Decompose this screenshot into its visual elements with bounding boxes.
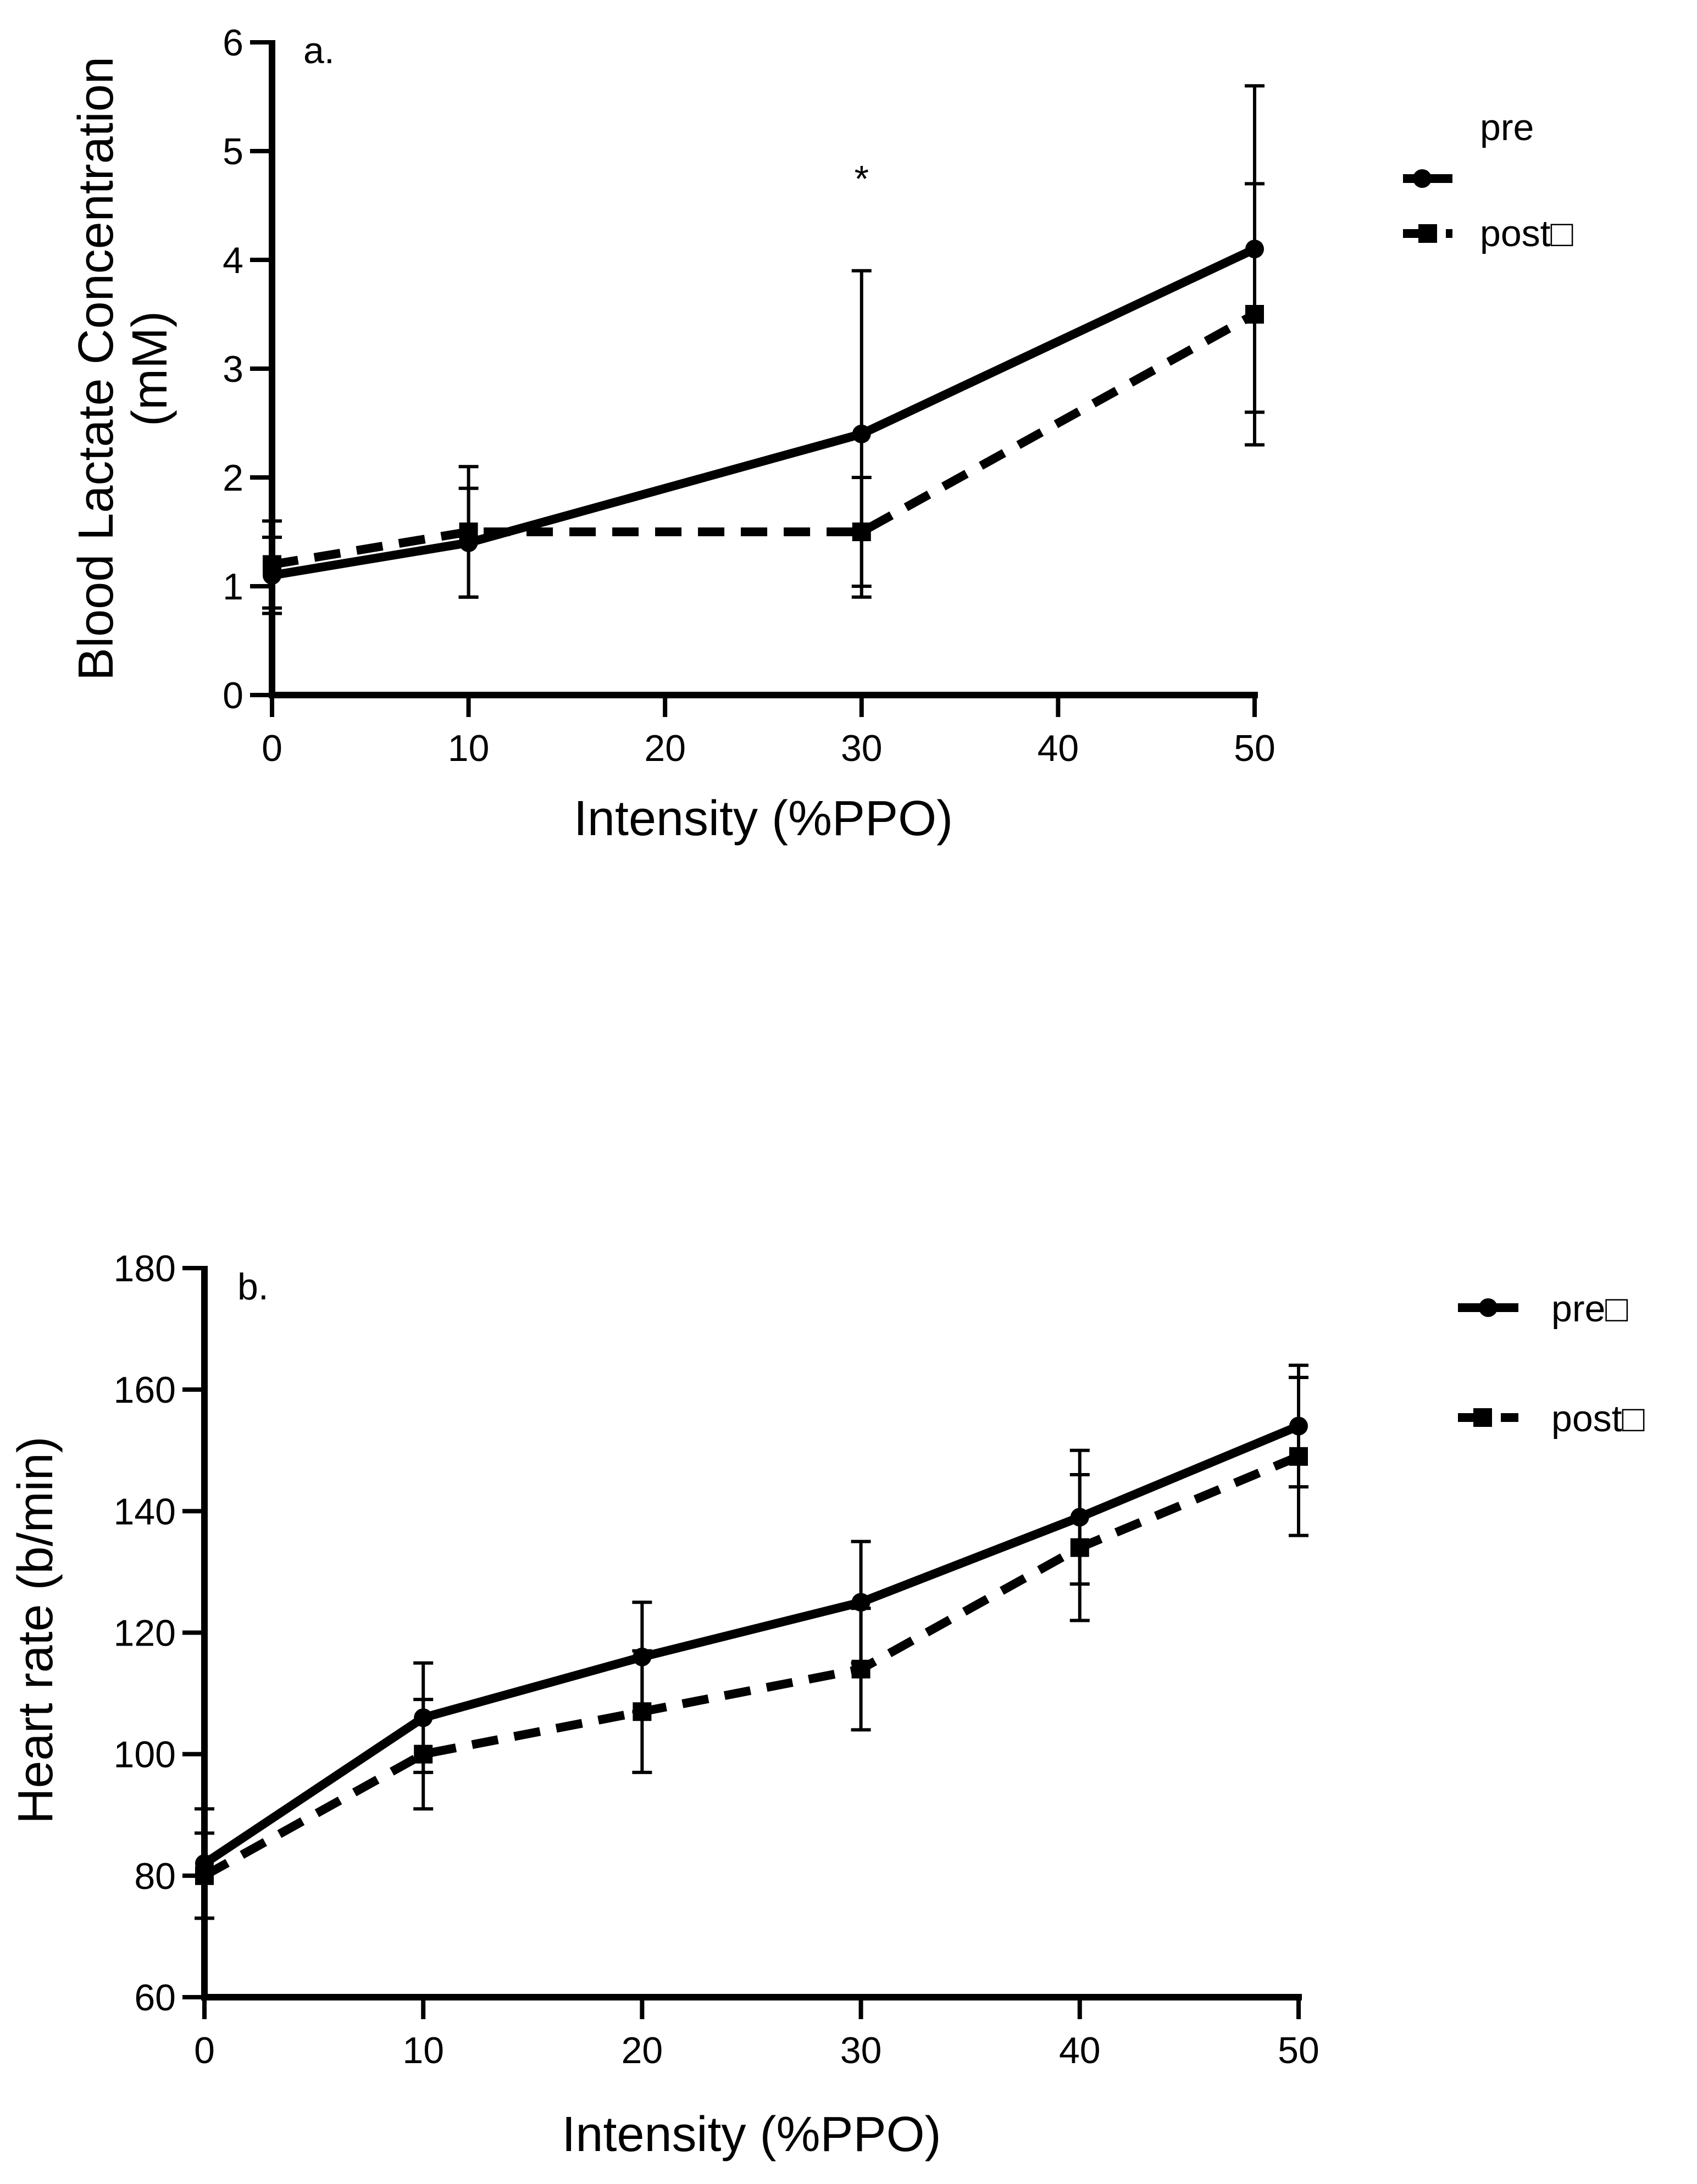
chart-b-x-tick-label: 30 bbox=[840, 2030, 882, 2071]
chart-b-series-post-point bbox=[414, 1744, 433, 1764]
chart-b-series-post-point bbox=[633, 1702, 652, 1721]
chart-b-legend-pre-marker bbox=[1479, 1298, 1498, 1317]
chart-a-y-tick-label: 5 bbox=[223, 131, 243, 173]
chart-b-series-post-point bbox=[1289, 1447, 1308, 1466]
chart-a-y-tick-label: 6 bbox=[223, 22, 243, 64]
chart-b-series-post-point bbox=[851, 1659, 870, 1679]
chart-b-panel-label: b. bbox=[237, 1266, 269, 1308]
chart-b-x-tick-label: 50 bbox=[1278, 2030, 1319, 2071]
chart-a-x-tick-label: 10 bbox=[448, 727, 490, 769]
chart-b-legend-post-marker bbox=[1473, 1408, 1492, 1427]
chart-b-y-tick-label: 100 bbox=[114, 1734, 176, 1776]
chart-b-y-axis-title: Heart rate (b/min) bbox=[8, 1436, 63, 1824]
chart-a-series-post-point bbox=[263, 555, 281, 574]
chart-b-heart-rate: 60 80 100 120 140 160 180 0 10 20 30 40 50 Intensity … bbox=[8, 1248, 1645, 2162]
chart-b-series-post-point bbox=[1070, 1538, 1089, 1557]
chart-b-series-post-line bbox=[202, 1452, 1301, 1880]
chart-a-y-tick-label: 2 bbox=[223, 457, 243, 499]
chart-b-x-tick-label: 10 bbox=[402, 2030, 444, 2071]
chart-a-series-post-point bbox=[1245, 305, 1264, 324]
chart-b-series-pre-line bbox=[202, 1422, 1301, 1868]
chart-a-y-axis-title: Blood Lactate Concentration(mM) bbox=[69, 57, 178, 681]
chart-b-x-tick-label: 0 bbox=[194, 2030, 215, 2071]
chart-a-series-post-point bbox=[852, 523, 871, 541]
chart-b-y-tick-label: 180 bbox=[114, 1248, 176, 1290]
chart-a-legend-pre-marker bbox=[1413, 169, 1432, 188]
chart-b-y-tick-label: 160 bbox=[114, 1369, 176, 1411]
chart-a-annotation: * bbox=[855, 158, 869, 200]
chart-a-series-post bbox=[262, 182, 1265, 610]
chart-a-legend-pre-label: pre bbox=[1480, 107, 1534, 148]
chart-a-legend-pre: pre bbox=[1403, 107, 1534, 188]
chart-a-series-post-line bbox=[271, 310, 1257, 569]
chart-b-y-tick-label: 140 bbox=[114, 1491, 176, 1532]
chart-b-x-tick-label: 40 bbox=[1059, 2030, 1101, 2071]
chart-a-y-axis-title-line: Blood Lactate Concentration bbox=[69, 57, 124, 681]
chart-b-series-post bbox=[195, 1376, 1308, 1920]
chart-b-legend-post-label: post□ bbox=[1551, 1398, 1645, 1440]
chart-a-blood-lactate: 0 1 2 3 4 5 6 0 10 20 30 40 50 Intensity (%PPO) Blood … bbox=[69, 22, 1573, 846]
chart-b-y-axis-title-line: Heart rate (b/min) bbox=[8, 1436, 63, 1824]
chart-b-x-tick-label: 20 bbox=[622, 2030, 663, 2071]
chart-a-legend-post-label: post□ bbox=[1480, 213, 1573, 254]
chart-a-legend-post: post□ bbox=[1403, 213, 1573, 254]
chart-a-x-tick-label: 40 bbox=[1038, 727, 1079, 769]
chart-a-y-tick-label: 4 bbox=[223, 240, 243, 281]
chart-a-x-tick-label: 0 bbox=[262, 727, 282, 769]
chart-b-legend-pre: pre□ bbox=[1458, 1288, 1628, 1330]
chart-b-x-axis-title: Intensity (%PPO) bbox=[562, 2107, 941, 2162]
chart-b-y-tick-label: 120 bbox=[114, 1613, 176, 1654]
chart-a-series-post-point bbox=[459, 523, 478, 541]
chart-a-x-axis-title: Intensity (%PPO) bbox=[574, 791, 953, 846]
chart-b-y-tick-label: 60 bbox=[134, 1977, 176, 2019]
chart-b-legend-pre-label: pre□ bbox=[1551, 1288, 1628, 1330]
chart-a-panel-label: a. bbox=[303, 30, 335, 71]
chart-b-legend-post: post□ bbox=[1458, 1398, 1645, 1440]
chart-a-series-pre-line bbox=[271, 244, 1257, 580]
chart-a-y-tick-label: 3 bbox=[223, 348, 243, 390]
chart-a-y-tick-label: 0 bbox=[223, 675, 243, 716]
chart-a-y-tick-label: 1 bbox=[223, 566, 243, 608]
chart-a-series-pre-point bbox=[852, 424, 871, 443]
chart-a-y-axis-title-line: (mM) bbox=[123, 311, 178, 426]
chart-a-x-tick-label: 20 bbox=[644, 727, 686, 769]
chart-b-y-tick-label: 80 bbox=[134, 1855, 176, 1897]
chart-a-legend-post-marker bbox=[1418, 224, 1437, 243]
chart-a-x-tick-label: 30 bbox=[841, 727, 883, 769]
chart-a-x-tick-label: 50 bbox=[1234, 727, 1275, 769]
chart-b-series-post-point bbox=[195, 1866, 214, 1885]
